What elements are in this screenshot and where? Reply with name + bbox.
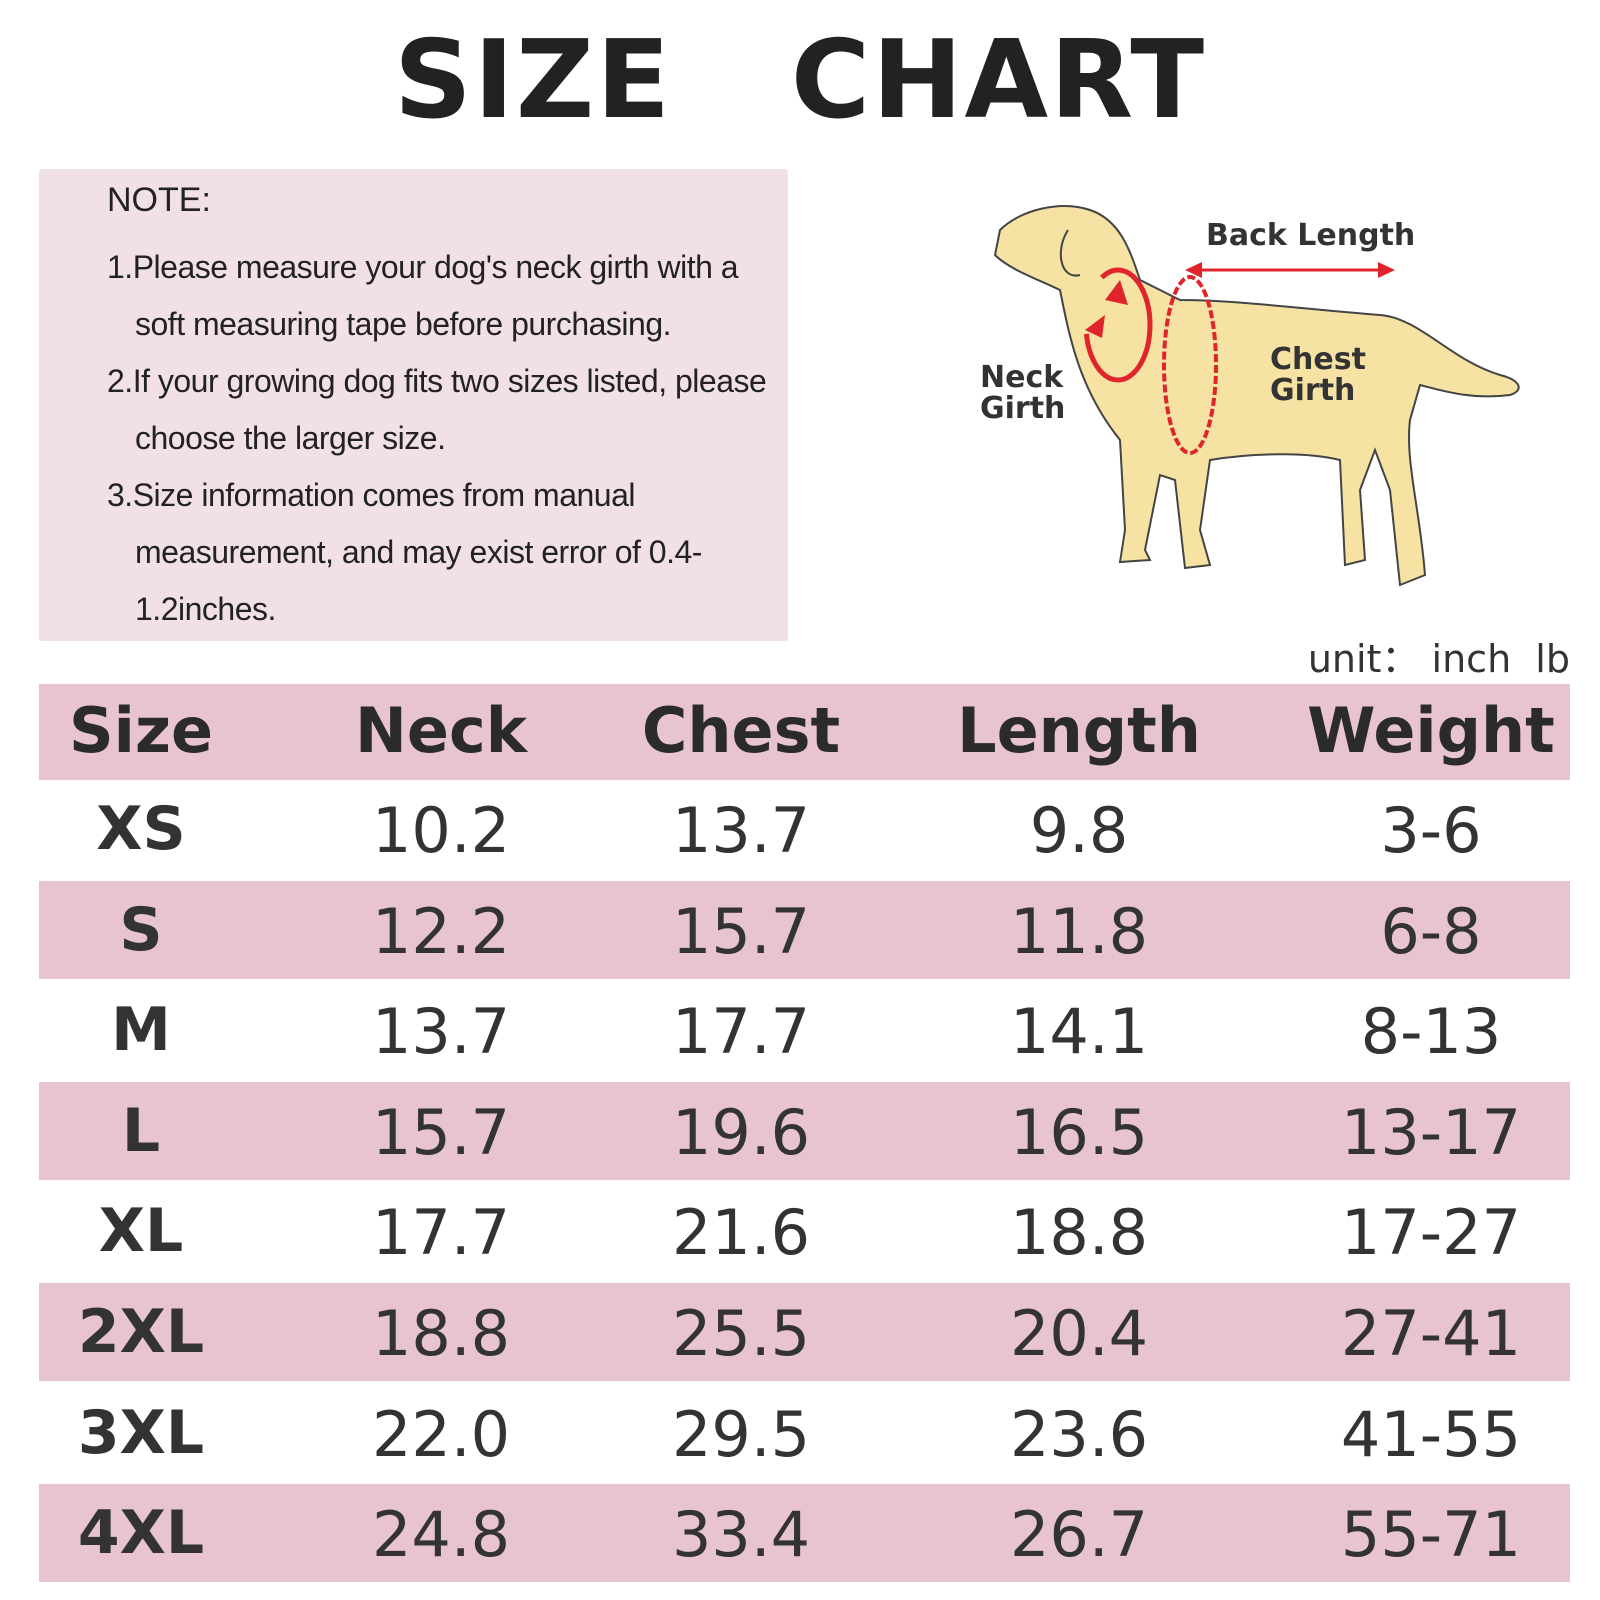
size-cell: 4XL [77, 1498, 205, 1569]
note-box: NOTE: 1.Please measure your dog's neck g… [39, 169, 788, 641]
note-item: 1.Please measure your dog's neck girth w… [107, 249, 739, 342]
note-item: 2.If your growing dog fits two sizes lis… [107, 363, 767, 456]
header-cell: Length [957, 694, 1201, 767]
table-row: XS 10.2 13.7 9.8 3-6 [39, 780, 1570, 878]
table-row: 2XL 18.8 25.5 20.4 27-41 [39, 1283, 1570, 1381]
value-cell: 55-71 [1340, 1498, 1522, 1572]
value-cell: 17.7 [371, 1196, 511, 1270]
size-cell: 2XL [77, 1297, 205, 1367]
value-cell: 25.5 [671, 1297, 811, 1370]
value-cell: 13-17 [1340, 1095, 1522, 1169]
value-cell: 13.7 [371, 995, 511, 1069]
value-cell: 15.7 [371, 1095, 511, 1169]
header-cell: Neck [355, 694, 527, 767]
value-cell: 14.1 [1009, 995, 1149, 1069]
value-cell: 15.7 [671, 894, 811, 968]
size-cell: L [121, 1095, 161, 1166]
value-cell: 6-8 [1380, 894, 1482, 968]
header-cell: Weight [1307, 694, 1555, 767]
value-cell: 23.6 [1009, 1397, 1149, 1471]
table-row: 3XL 22.0 29.5 23.6 41-55 [39, 1383, 1570, 1482]
value-cell: 29.5 [671, 1397, 811, 1471]
note-item: 3.Size information comes from manual mea… [107, 477, 702, 627]
dog-illustration [993, 205, 1520, 587]
value-cell: 24.8 [371, 1498, 511, 1572]
value-cell: 12.2 [371, 894, 511, 968]
value-cell: 17-27 [1340, 1196, 1522, 1270]
value-cell: 26.7 [1009, 1498, 1149, 1572]
header-cell: Chest [641, 694, 841, 767]
size-cell: XS [96, 794, 186, 864]
value-cell: 18.8 [1009, 1196, 1149, 1270]
value-cell: 18.8 [371, 1297, 511, 1370]
header-cell: Size [68, 694, 214, 767]
value-cell: 21.6 [671, 1196, 811, 1270]
size-cell: XL [98, 1196, 184, 1267]
value-cell: 22.0 [371, 1397, 511, 1471]
table-row: XL 17.7 21.6 18.8 17-27 [39, 1182, 1570, 1281]
value-cell: 19.6 [671, 1095, 811, 1169]
table-row: M 13.7 17.7 14.1 8-13 [39, 981, 1570, 1080]
title: SIZE CHART [393, 18, 1207, 143]
size-cell: S [119, 894, 163, 965]
table-row: L 15.7 19.6 16.5 13-17 [39, 1081, 1570, 1180]
value-cell: 17.7 [671, 995, 811, 1069]
value-cell: 11.8 [1009, 894, 1149, 968]
back-length-label: Back Length [1206, 218, 1416, 253]
table-row: 4XL 24.8 33.4 26.7 55-71 [39, 1484, 1570, 1583]
value-cell: 8-13 [1360, 995, 1502, 1069]
value-cell: 3-6 [1380, 794, 1482, 867]
value-cell: 9.8 [1029, 794, 1129, 867]
size-cell: M [111, 995, 171, 1066]
value-cell: 27-41 [1340, 1297, 1522, 1370]
header-row: Size Neck Chest Length Weight [39, 684, 1570, 780]
neck-girth-label: Neck Girth [980, 360, 1066, 426]
size-cell: 3XL [77, 1397, 205, 1468]
value-cell: 16.5 [1009, 1095, 1149, 1169]
table-row: S 12.2 15.7 11.8 6-8 [39, 880, 1570, 979]
value-cell: 13.7 [671, 794, 811, 867]
value-cell: 41-55 [1340, 1397, 1522, 1471]
value-cell: 10.2 [371, 794, 511, 867]
note-heading: NOTE: [107, 181, 211, 219]
chest-girth-label: Chest Girth [1270, 342, 1366, 408]
unit-label: unit： inch lb [1307, 637, 1570, 681]
value-cell: 33.4 [671, 1498, 811, 1572]
value-cell: 20.4 [1009, 1297, 1149, 1370]
